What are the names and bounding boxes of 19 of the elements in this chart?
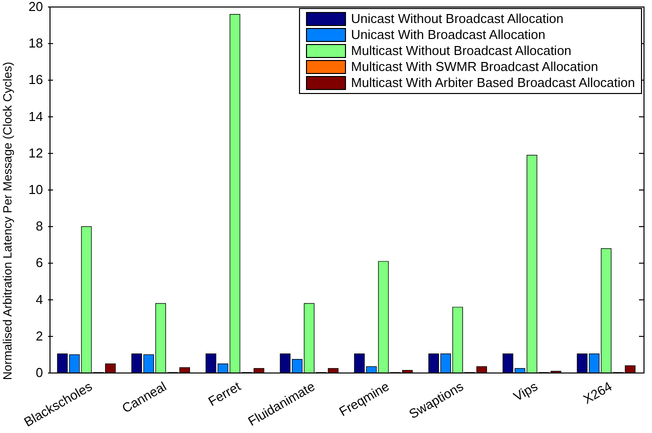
x-tick-label: Vips — [510, 378, 541, 404]
x-tick-label: X264 — [580, 378, 614, 407]
y-tick-label: 20 — [28, 0, 43, 14]
y-tick-label: 12 — [28, 145, 43, 160]
y-tick-label: 4 — [36, 292, 43, 307]
legend-label: Unicast Without Broadcast Allocation — [351, 11, 564, 27]
y-axis-title: Normalised Arbitration Latency Per Message (Clock Cycles) — [0, 62, 14, 380]
legend-label: Unicast With Broadcast Allocation — [351, 27, 546, 43]
y-tick-label: 16 — [28, 72, 43, 88]
y-tick-label: 6 — [36, 255, 43, 270]
y-tick-label: 0 — [36, 365, 43, 380]
y-tick-label: 2 — [36, 328, 43, 344]
y-tick-label: 18 — [28, 36, 43, 51]
legend-label: Multicast Without Broadcast Allocation — [351, 43, 572, 59]
y-tick-label: 14 — [28, 108, 43, 124]
legend-label: Multicast With Arbiter Based Broadcast Allocation — [351, 75, 635, 91]
y-tick-label: 8 — [36, 218, 43, 234]
y-tick-label: 10 — [28, 182, 43, 197]
legend-label: Multicast With SWMR Broadcast Allocation — [351, 59, 598, 75]
